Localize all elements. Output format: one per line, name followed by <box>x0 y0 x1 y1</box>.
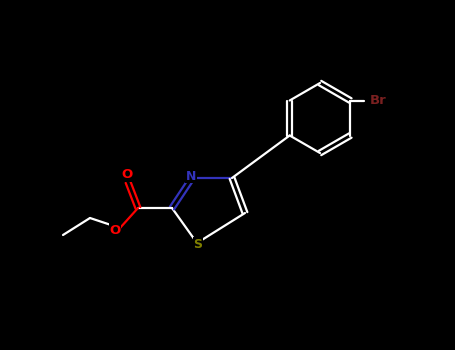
Text: S: S <box>193 238 202 251</box>
Text: O: O <box>121 168 132 182</box>
Text: O: O <box>109 224 121 237</box>
Text: Br: Br <box>370 94 387 107</box>
Text: N: N <box>186 169 196 182</box>
